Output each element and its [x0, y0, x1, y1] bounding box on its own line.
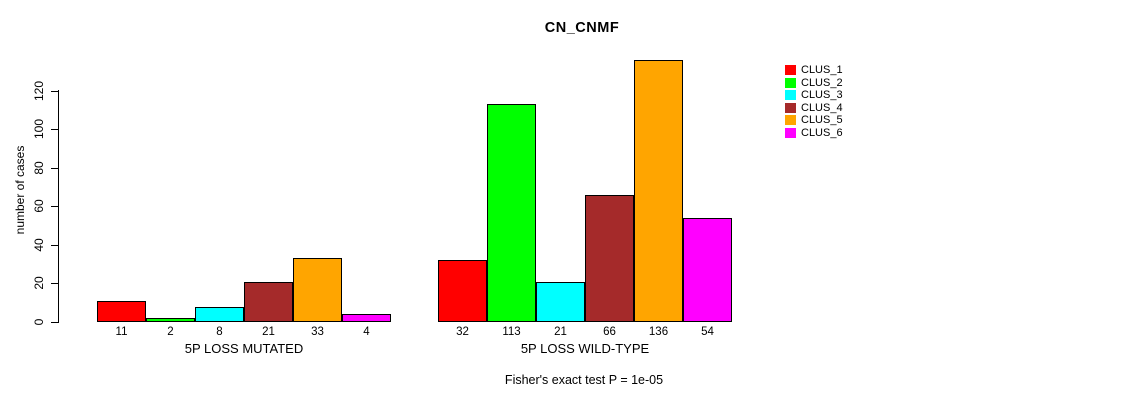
y-tick-mark	[51, 167, 59, 169]
group-label-wild-type: 5P LOSS WILD-TYPE	[520, 341, 650, 356]
group-label-mutated: 5P LOSS MUTATED	[184, 341, 304, 356]
legend-item-clus_6: CLUS_6	[785, 127, 843, 140]
legend-item-clus_5: CLUS_5	[785, 114, 843, 127]
bar-clus_5-group1	[293, 258, 342, 322]
bar-value-label: 21	[554, 326, 567, 338]
bar-value-label: 8	[216, 326, 223, 338]
legend-label: CLUS_2	[801, 76, 843, 89]
legend-item-clus_3: CLUS_3	[785, 89, 843, 102]
bar-value-label: 32	[456, 326, 469, 338]
bar-clus_6-group2	[683, 217, 732, 322]
legend-swatch	[785, 77, 796, 88]
y-tick-label: 60	[32, 199, 46, 213]
bar-clus_1-group2	[438, 260, 487, 322]
bar-value-label: 2	[167, 326, 174, 338]
bar-value-label: 11	[115, 326, 128, 338]
legend-item-clus_1: CLUS_1	[785, 64, 843, 77]
bar-clus_2-group1	[146, 318, 195, 322]
y-tick-mark	[51, 206, 59, 208]
legend-swatch	[785, 115, 796, 126]
y-tick-label: 120	[32, 80, 46, 101]
y-tick-label: 20	[32, 276, 46, 291]
bar-clus_1-group1	[97, 300, 146, 322]
y-tick-mark	[51, 90, 59, 92]
bar-value-label: 54	[701, 326, 714, 338]
y-tick-mark	[51, 244, 59, 246]
bar-value-label: 113	[502, 326, 521, 338]
bar-value-label: 33	[311, 326, 324, 338]
legend-label: CLUS_4	[801, 101, 843, 114]
legend-label: CLUS_3	[801, 89, 843, 101]
y-tick-mark	[51, 322, 59, 323]
chart-title: CN_CNMF	[544, 20, 620, 36]
y-tick-label: 100	[32, 119, 46, 140]
legend-label: CLUS_1	[801, 64, 843, 76]
bar-value-label: 4	[363, 326, 370, 338]
bar-clus_4-group2	[585, 194, 634, 322]
legend-swatch	[785, 65, 796, 76]
legend-item-clus_4: CLUS_4	[785, 102, 843, 115]
bar-value-label: 136	[648, 326, 669, 338]
legend: CLUS_1 CLUS_2 CLUS_3 CLUS_4 CLUS_5 CLUS_6	[785, 64, 843, 139]
y-tick-label: 0	[32, 318, 46, 326]
footer-text: Fisher's exact test P = 1e-05	[504, 373, 664, 387]
y-tick-mark	[51, 129, 59, 131]
legend-swatch	[785, 90, 796, 101]
bar-clus_5-group2	[634, 59, 683, 322]
legend-item-clus_2: CLUS_2	[785, 77, 843, 90]
bar-value-label: 21	[262, 326, 275, 338]
legend-label: CLUS_6	[801, 126, 843, 139]
y-tick-label: 40	[32, 238, 46, 252]
bar-clus_3-group1	[195, 306, 244, 322]
y-tick-label: 80	[32, 161, 46, 175]
legend-swatch	[785, 102, 796, 113]
legend-swatch	[785, 127, 796, 138]
bar-clus_2-group2	[487, 104, 536, 322]
y-axis-label: number of cases	[13, 145, 27, 235]
bar-clus_4-group1	[244, 281, 293, 322]
legend-label: CLUS_5	[801, 114, 843, 126]
bar-clus_6-group1	[342, 314, 391, 322]
bar-clus_3-group2	[536, 281, 585, 322]
bar-value-label: 66	[603, 326, 616, 338]
y-tick-mark	[51, 283, 59, 285]
